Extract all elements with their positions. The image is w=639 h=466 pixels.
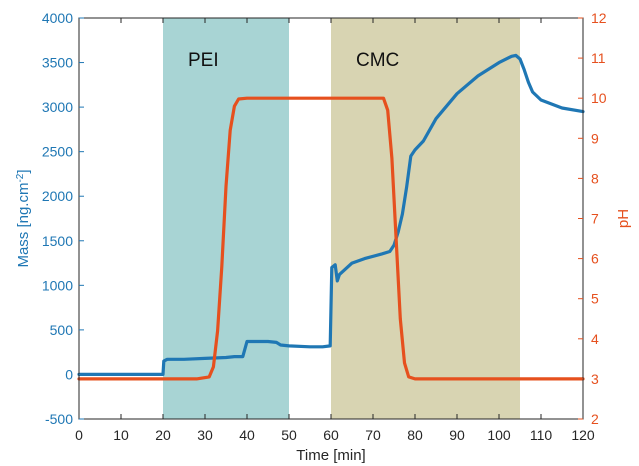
y-right-tick-label: 7 — [591, 211, 599, 227]
x-tick-label: 50 — [281, 427, 297, 443]
y-axis-left-label-main: Mass [ng.cm — [15, 183, 32, 268]
y-right-tick-label: 12 — [591, 10, 607, 26]
x-tick-label: 40 — [239, 427, 255, 443]
y-axis-left-label-end: ] — [15, 169, 32, 173]
y-left-tick-label: 2000 — [42, 188, 73, 204]
x-tick-label: 60 — [323, 427, 339, 443]
region-cmc-label: CMC — [356, 50, 399, 71]
y-left-tick-label: -500 — [45, 411, 73, 427]
y-left-tick-label: 500 — [50, 322, 74, 338]
y-right-tick-label: 5 — [591, 291, 599, 307]
x-tick-label: 30 — [197, 427, 213, 443]
x-tick-label: 90 — [449, 427, 465, 443]
y-right-tick-label: 2 — [591, 411, 599, 427]
y-right-tick-label: 10 — [591, 90, 607, 106]
region-pei-label: PEI — [188, 50, 219, 71]
x-tick-label: 80 — [407, 427, 423, 443]
x-tick-label: 120 — [571, 427, 595, 443]
y-axis-left-label: Mass [ng.cm-2] — [15, 169, 33, 267]
ph-series-line — [77, 96, 585, 381]
x-tick-label: 0 — [75, 427, 83, 443]
region-pei-band — [163, 18, 289, 419]
mass-series-line — [77, 53, 585, 376]
y-right-tick-label: 9 — [591, 130, 599, 146]
y-left-tick-label: 3500 — [42, 55, 73, 71]
region-labels: PEI CMC — [188, 50, 399, 71]
y-left-tick-label: 1000 — [42, 277, 73, 293]
y-right-tick-label: 4 — [591, 331, 599, 347]
y-left-tick-label: 1500 — [42, 233, 73, 249]
x-tick-label: 100 — [487, 427, 511, 443]
shaded-regions — [163, 18, 520, 419]
y-right-tick-label: 3 — [591, 371, 599, 387]
y-right-tick-label: 6 — [591, 251, 599, 267]
series-lines — [77, 53, 585, 381]
y-left-tick-label: 4000 — [42, 10, 73, 26]
y-left-tick-label: 3000 — [42, 99, 73, 115]
y-axis-right-label: pH — [615, 209, 632, 228]
x-tick-label: 10 — [113, 427, 129, 443]
y-left-tick-label: 0 — [65, 366, 73, 382]
axis-ticks: 0 10 20 30 40 50 60 70 80 90 100 110 120-50005001000… — [42, 10, 607, 443]
y-right-tick-label: 11 — [591, 50, 606, 66]
x-tick-label: 20 — [155, 427, 171, 443]
y-axis-left-label-superscript: -2 — [15, 173, 26, 182]
y-left-tick-label: 2500 — [42, 144, 73, 160]
x-tick-label: 70 — [365, 427, 381, 443]
x-tick-label: 110 — [530, 427, 553, 443]
x-axis-label: Time [min] — [296, 447, 365, 464]
y-right-tick-label: 8 — [591, 170, 599, 186]
region-cmc-band — [331, 18, 520, 419]
